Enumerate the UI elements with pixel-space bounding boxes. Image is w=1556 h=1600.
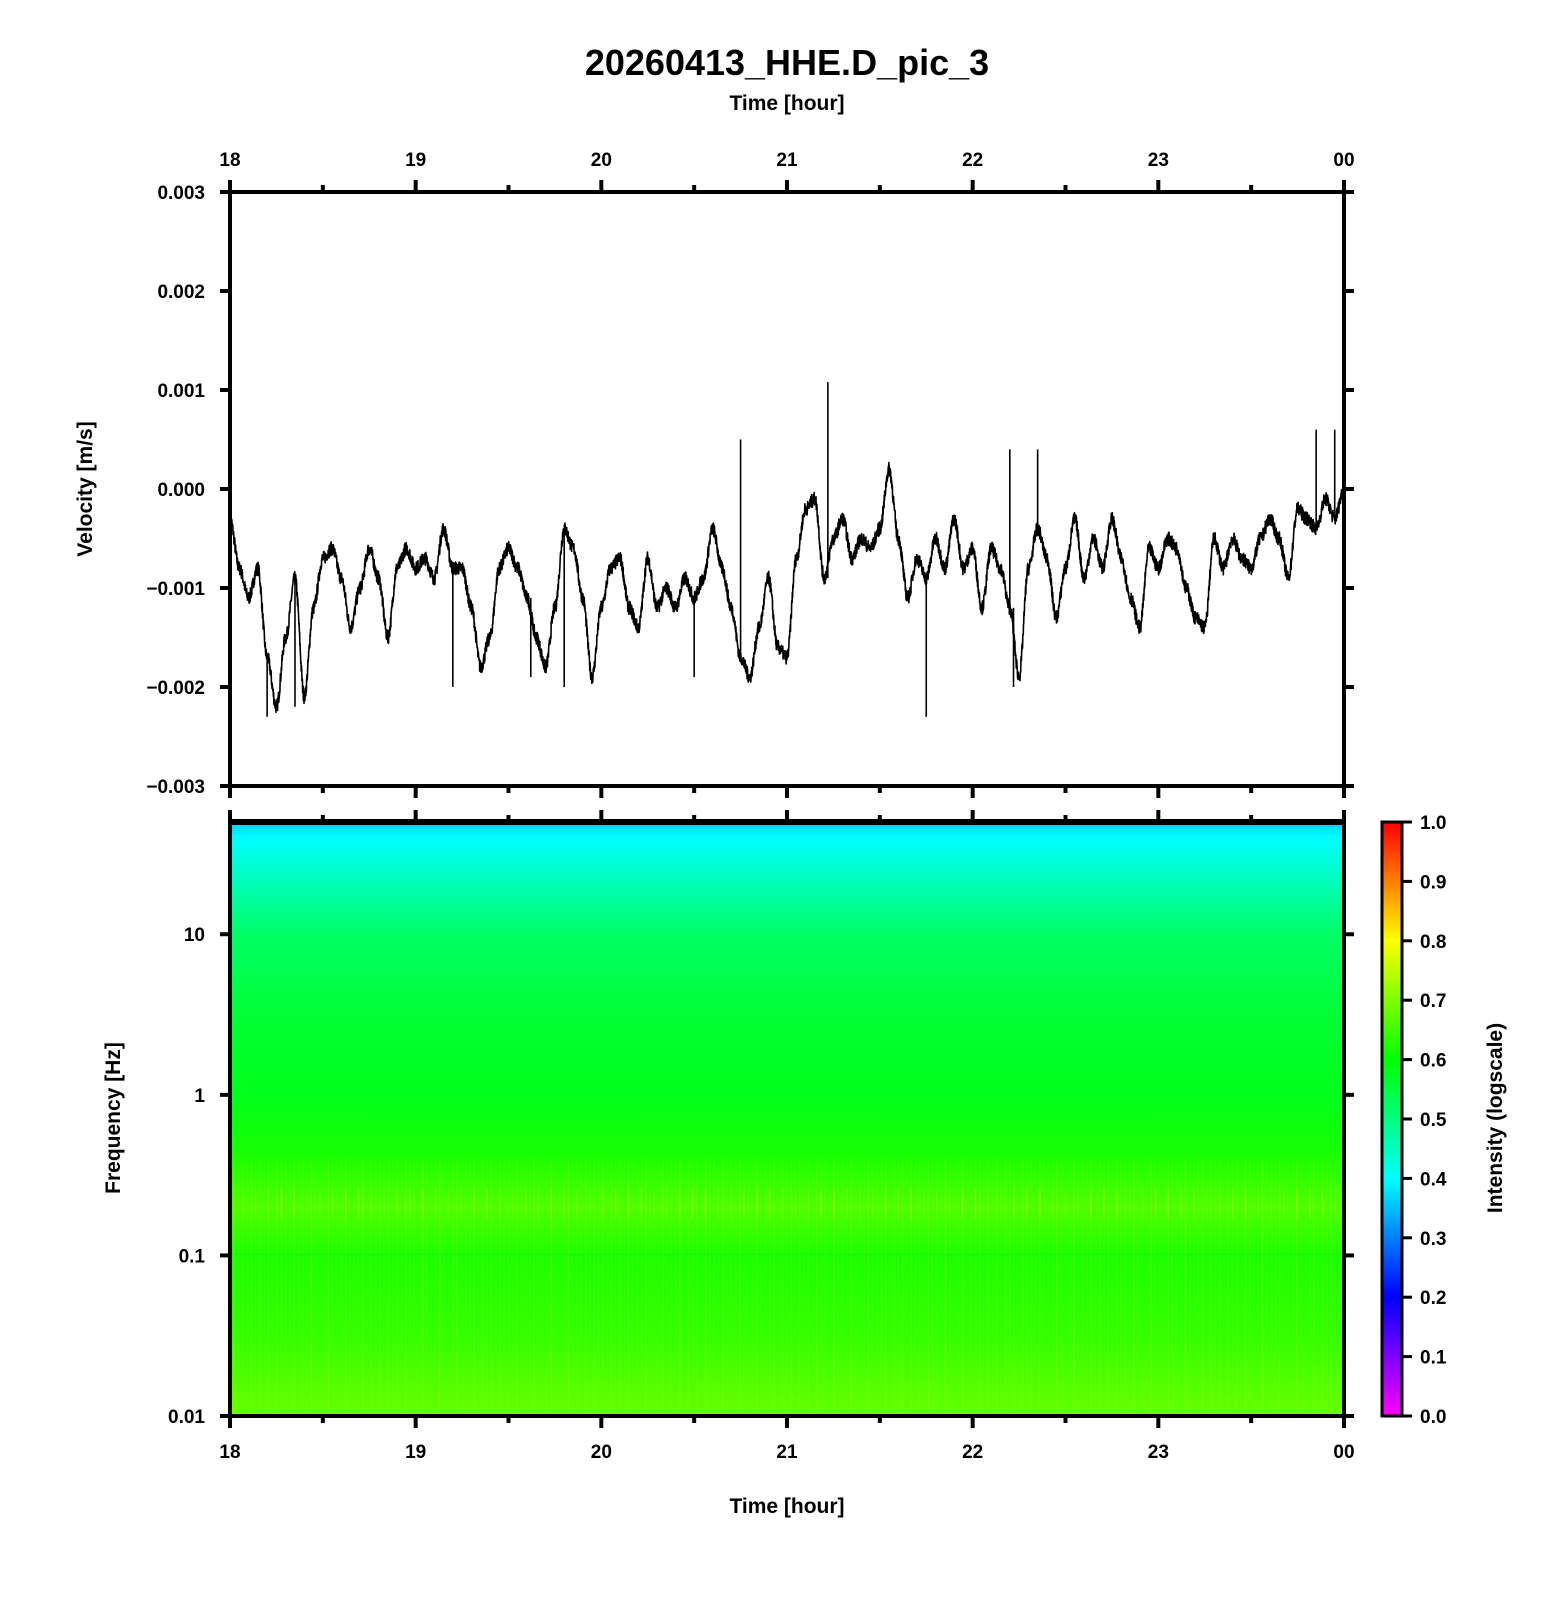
colorbar-tick-label: 1.0 [1420,813,1446,834]
velocity-tick-labels: 0.003 0.002 0.001 0.000 −0.001 −0.002 −0.003 [146,183,205,798]
colorbar-tick-label: 0.3 [1420,1229,1446,1250]
colorbar-tick-label: 0.8 [1420,932,1446,953]
waveform-axis-ticks [220,180,1354,798]
velocity-axis-label: Velocity [m/s] [74,421,97,556]
time-tick-label: 00 [1333,1442,1354,1463]
time-tick-label: 00 [1333,150,1354,171]
spectrogram-axis-ticks [220,810,1354,1428]
top-time-tick-labels: 18 19 20 21 22 23 00 [219,150,1354,171]
time-tick-label: 20 [591,150,612,171]
velocity-tick-label: −0.001 [146,579,205,600]
time-tick-label: 19 [405,150,426,171]
colorbar-tick-label: 0.5 [1420,1110,1447,1131]
time-tick-label: 22 [962,1442,983,1463]
velocity-trace [230,461,1344,714]
colorbar-tick-label: 0.0 [1420,1407,1446,1428]
colorbar-label: Intensity (logscale) [1484,1023,1507,1213]
waveform-plot-frame [228,190,1346,788]
colorbar [1380,820,1404,1418]
velocity-tick-label: −0.003 [146,777,205,798]
velocity-tick-label: 0.003 [157,183,205,204]
chart-title: 20260413_HHE.D_pic_3 [585,42,989,83]
time-tick-label: 18 [219,150,240,171]
colorbar-tick-label: 0.1 [1420,1348,1447,1369]
time-tick-label: 18 [219,1442,240,1463]
frequency-tick-labels: 0.01 0.1 1 10 [168,925,205,1428]
spectrogram-band [230,1253,1344,1256]
bottom-time-tick-labels: 18 19 20 21 22 23 00 [219,1442,1354,1463]
velocity-tick-label: 0.001 [157,381,205,402]
colorbar-tick-label: 0.7 [1420,991,1446,1012]
velocity-tick-label: 0.002 [157,282,205,303]
time-tick-label: 20 [591,1442,612,1463]
frequency-tick-label: 10 [184,925,205,946]
time-tick-label: 22 [962,150,983,171]
time-tick-label: 19 [405,1442,426,1463]
top-x-axis-label: Time [hour] [729,92,844,115]
frequency-axis-label: Frequency [Hz] [102,1042,125,1194]
velocity-tick-label: −0.002 [146,678,205,699]
colorbar-tick-label: 0.4 [1420,1169,1447,1190]
colorbar-tick-label: 0.9 [1420,872,1446,893]
frequency-tick-label: 0.1 [179,1246,206,1267]
colorbar-tick-label: 0.6 [1420,1051,1446,1072]
velocity-tick-label: 0.000 [157,480,205,501]
bottom-x-axis-label: Time [hour] [729,1495,844,1518]
time-tick-label: 21 [776,150,798,171]
frequency-tick-label: 1 [194,1086,205,1107]
spectrogram-image [230,822,1344,1416]
colorbar-tick-labels: 0.0 0.1 0.2 0.3 0.4 0.5 0.6 0.7 0.8 0.9 1.0 [1402,813,1447,1428]
colorbar-tick-label: 0.2 [1420,1288,1446,1309]
time-tick-label: 23 [1148,150,1169,171]
velocity-spikes [266,382,1336,717]
time-tick-label: 21 [776,1442,798,1463]
spectrogram-texture [229,1158,1344,1416]
time-tick-label: 23 [1148,1442,1169,1463]
frequency-tick-label: 0.01 [168,1407,205,1428]
